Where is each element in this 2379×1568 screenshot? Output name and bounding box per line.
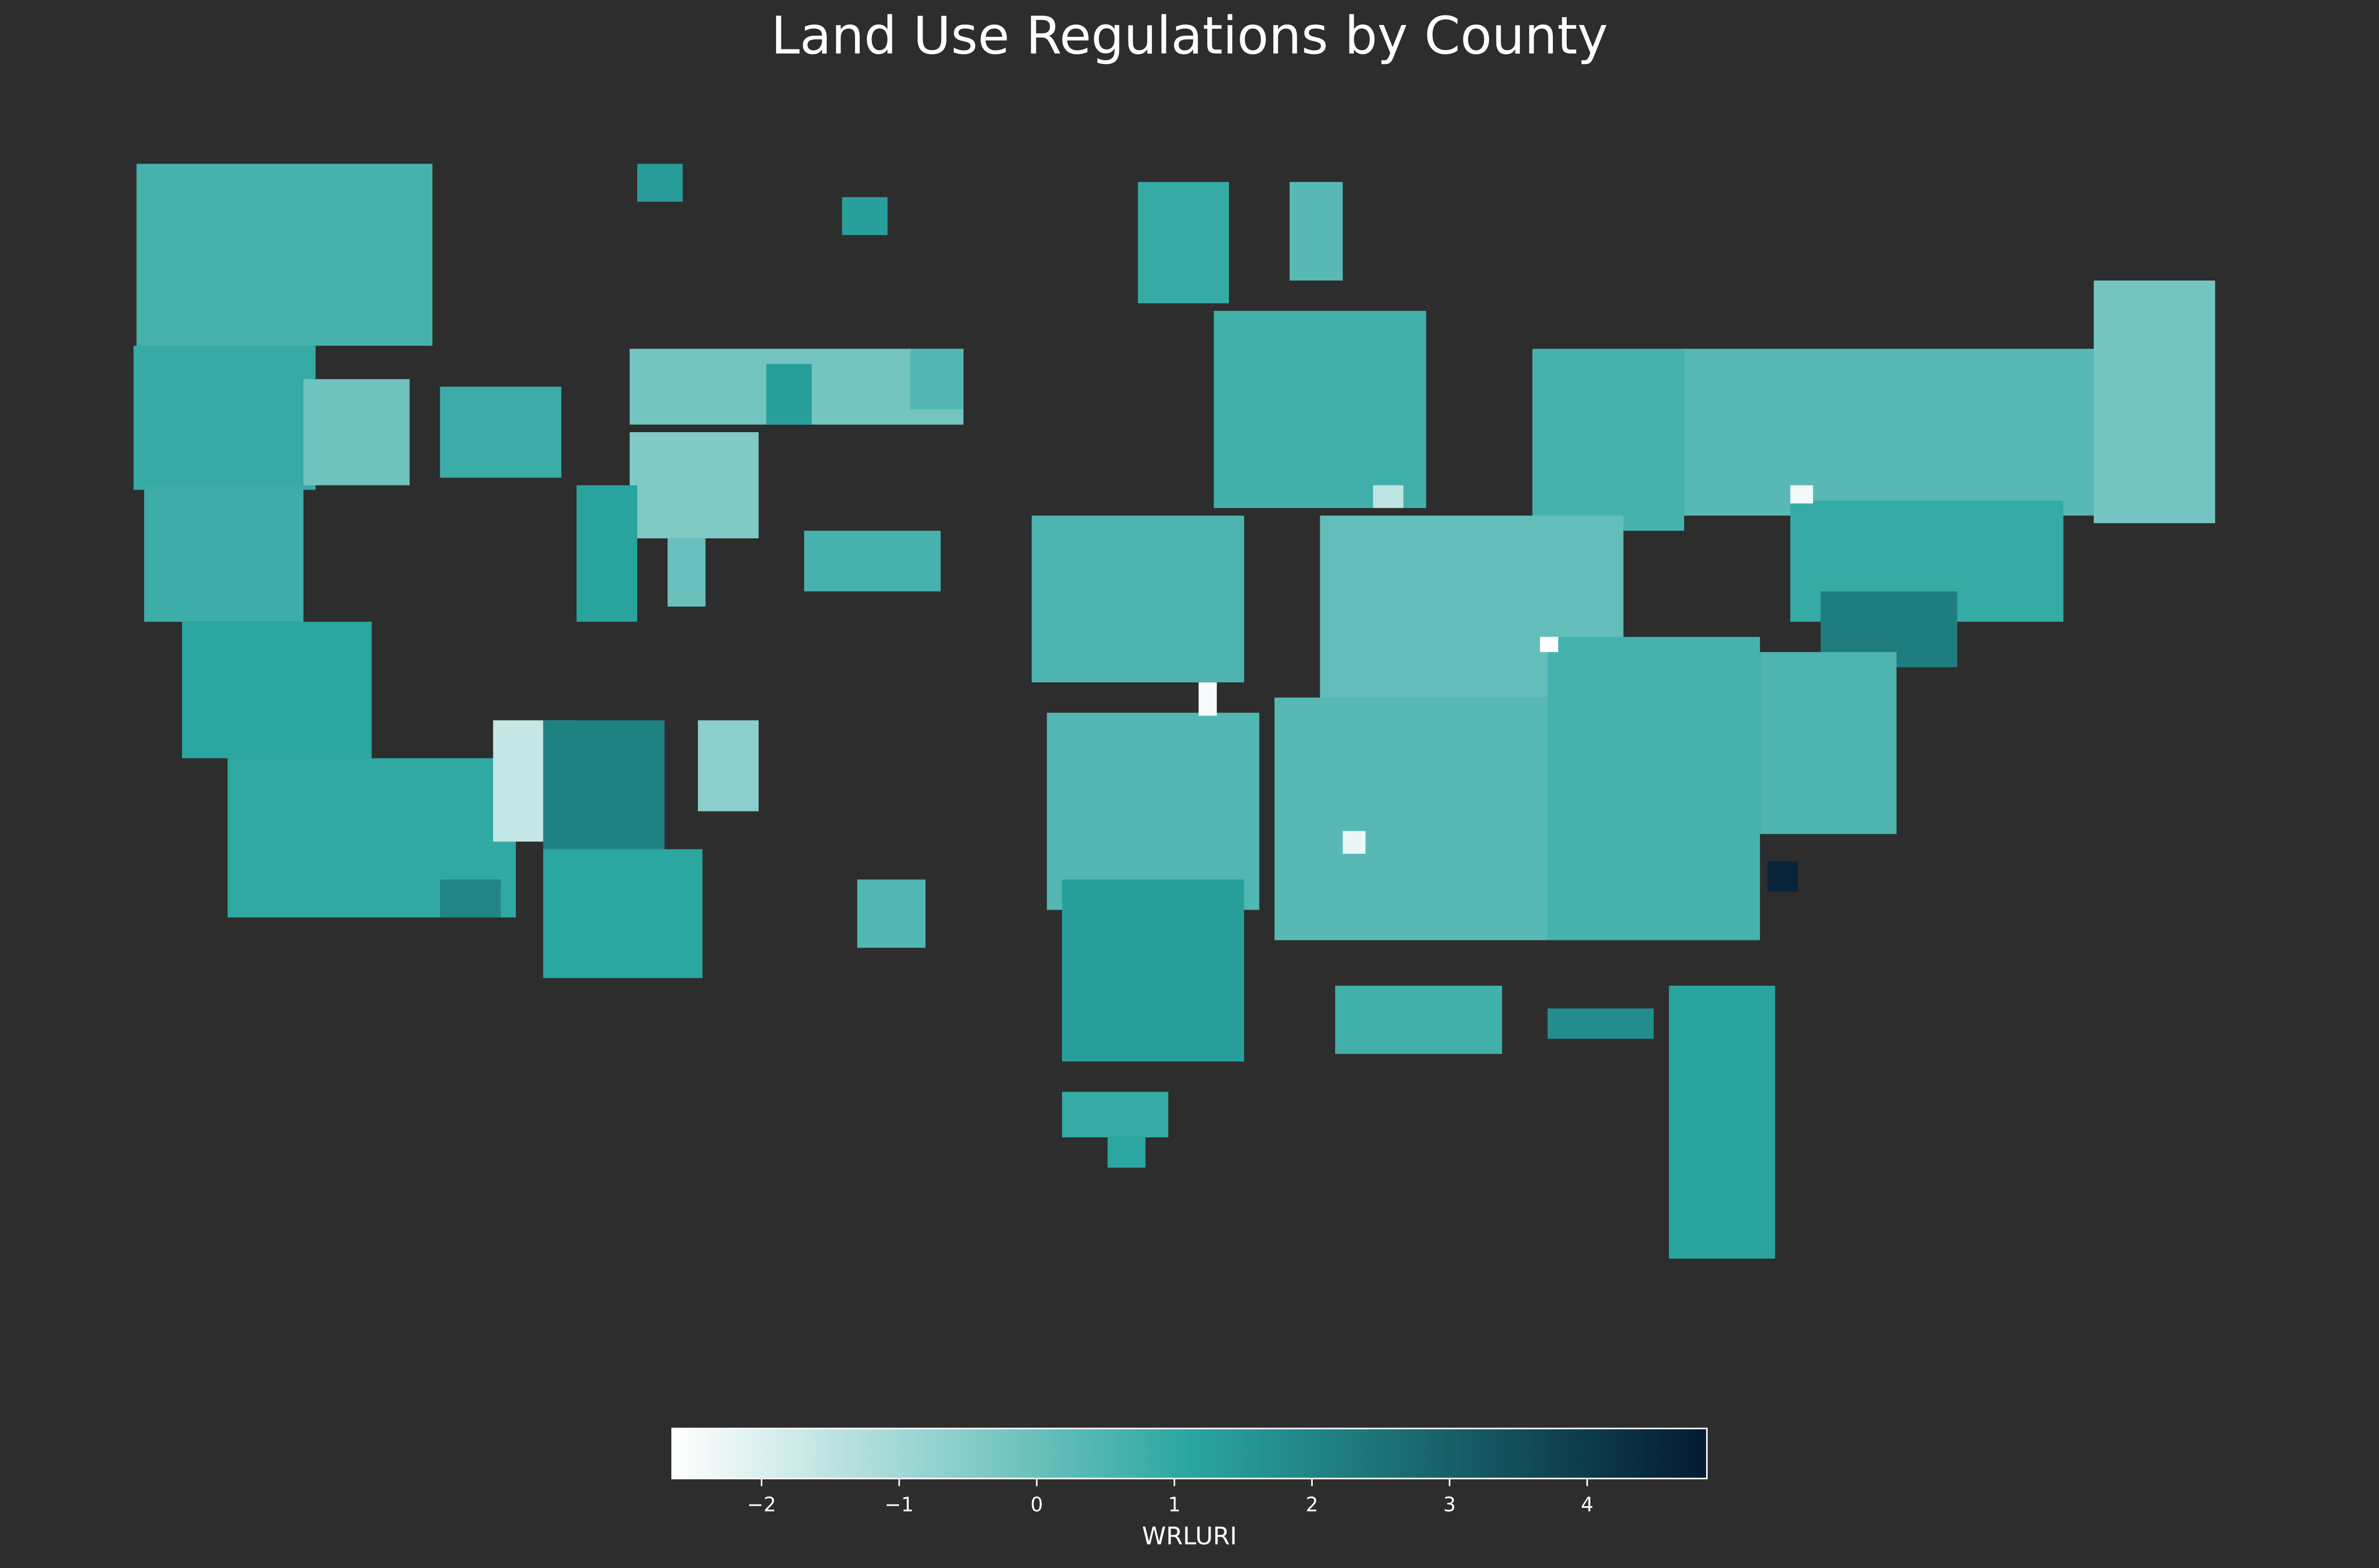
county-region xyxy=(543,849,703,978)
county-region xyxy=(668,538,706,607)
county-region xyxy=(1547,1008,1654,1039)
colorbar-tick-label: 4 xyxy=(1581,1493,1594,1516)
county-region xyxy=(1107,1137,1146,1168)
county-region xyxy=(842,197,888,235)
county-region xyxy=(804,531,941,592)
county-region xyxy=(577,485,638,622)
county-region xyxy=(2094,280,2216,523)
colorbar-tick-label: −2 xyxy=(747,1493,776,1516)
colorbar: −2 −1 0 1 2 3 4 xyxy=(671,1427,1708,1516)
county-region xyxy=(698,720,759,812)
county-region xyxy=(1198,682,1217,716)
county-region xyxy=(133,345,316,490)
county-region xyxy=(1547,637,1760,940)
colorbar-gradient xyxy=(671,1427,1708,1480)
county-region xyxy=(629,432,759,539)
county-region xyxy=(1138,181,1229,303)
county-region xyxy=(1289,181,1343,281)
county-region xyxy=(1373,485,1404,508)
colorbar-tick-label: 3 xyxy=(1443,1493,1456,1516)
county-region xyxy=(766,364,812,425)
county-region xyxy=(136,163,433,346)
county-region xyxy=(1760,652,1897,835)
county-region xyxy=(440,386,562,478)
colorbar-label: WRLURI xyxy=(1142,1522,1237,1550)
chart-title: Land Use Regulations by County xyxy=(771,5,1608,65)
county-region xyxy=(1343,831,1366,854)
county-region xyxy=(1274,697,1548,940)
county-region xyxy=(1669,985,1775,1259)
county-region xyxy=(910,349,964,410)
county-region xyxy=(182,622,372,758)
county-region xyxy=(1540,637,1559,653)
county-region xyxy=(440,879,501,918)
county-region xyxy=(303,379,410,485)
county-region xyxy=(1790,485,1813,504)
county-region xyxy=(1214,311,1427,508)
colorbar-tick-label: 1 xyxy=(1168,1493,1181,1516)
county-region xyxy=(1047,713,1260,910)
county-region xyxy=(1767,861,1798,892)
county-region xyxy=(1335,985,1502,1054)
county-region xyxy=(1062,879,1245,1062)
county-region xyxy=(857,879,926,948)
county-region xyxy=(637,163,683,202)
map xyxy=(133,163,2216,1259)
county-region xyxy=(144,485,304,622)
county-region xyxy=(1532,349,1684,531)
colorbar-tick-label: 2 xyxy=(1306,1493,1319,1516)
county-region xyxy=(543,720,665,849)
county-region xyxy=(1032,515,1245,683)
colorbar-tick-label: 0 xyxy=(1031,1493,1043,1516)
county-region xyxy=(1062,1092,1168,1137)
colorbar-tick-label: −1 xyxy=(885,1493,914,1516)
